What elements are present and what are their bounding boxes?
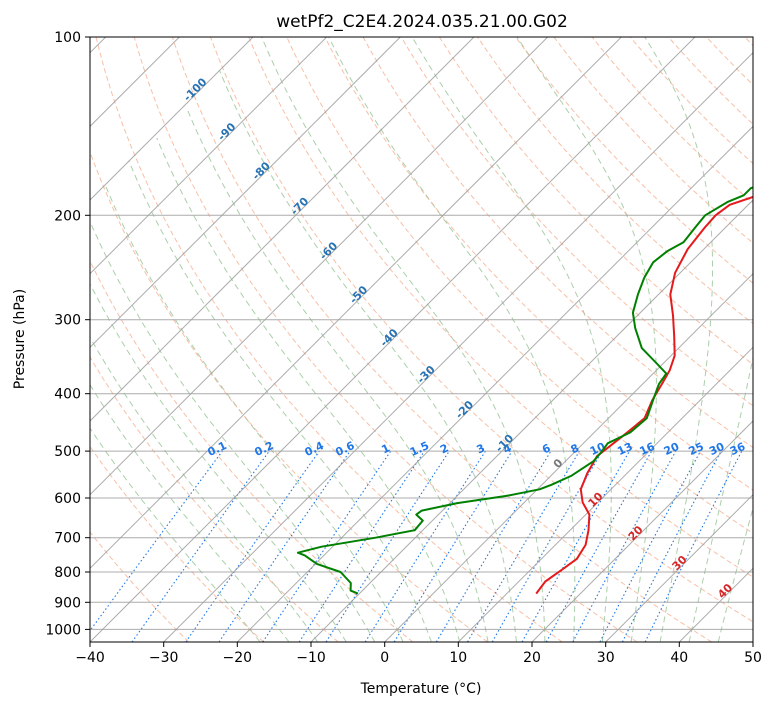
isotherm-gridline [457, 346, 753, 642]
moist-adiabat-line [104, 185, 404, 642]
isotherm-gridline [163, 51, 753, 642]
dewpoint-line [296, 186, 753, 595]
mixing-ratio-line [298, 450, 425, 642]
x-tick-label: 30 [597, 650, 615, 666]
isotherm-gridline [236, 125, 753, 642]
dry-adiabat-line [324, 37, 753, 491]
dry-adiabat-line [90, 259, 414, 642]
moist-adiabat-line [128, 160, 432, 642]
moist-adiabat-line [717, 506, 753, 642]
y-tick-label: 900 [54, 595, 81, 611]
moist-adiabat-line [90, 336, 319, 642]
dry-adiabat-line [362, 37, 753, 449]
y-tick-label: 400 [54, 387, 81, 403]
isotherm-gridline [310, 199, 753, 642]
y-tick-label: 500 [54, 444, 81, 460]
y-tick-label: 1000 [45, 622, 81, 638]
moist-adiabat-line [688, 355, 753, 642]
isotherm-gridline [90, 37, 623, 570]
mixing-ratio-line [545, 450, 653, 642]
temperature-line [535, 195, 753, 595]
mixing-ratio-label: 25 [687, 440, 706, 458]
mixing-ratio-label: 13 [615, 440, 634, 458]
moist-adiabat-line [411, 37, 612, 642]
y-tick-label: 100 [54, 30, 81, 46]
plot-frame [89, 36, 754, 643]
moist-adiabat-line [90, 282, 347, 642]
moist-adiabat-line [516, 37, 657, 642]
x-axis-label: Temperature (°C) [360, 681, 482, 697]
mixing-ratio-label: 10 [588, 440, 608, 458]
x-tick-label: −40 [75, 650, 105, 666]
mixing-ratio-line [644, 450, 743, 642]
moist-adiabat-line [186, 108, 489, 642]
x-tick-label: 50 [744, 650, 762, 666]
mixing-ratio-line [262, 450, 392, 642]
isotherm-gridline [90, 37, 696, 642]
dry-adiabat-line [515, 37, 753, 284]
mixing-ratio-line [185, 450, 320, 642]
mixing-ratio-label: 20 [662, 440, 682, 458]
mixing-ratio-line [393, 450, 513, 642]
y-tick-label: 300 [54, 313, 81, 329]
x-tick-label: 40 [670, 650, 688, 666]
mixing-ratio-line [572, 450, 677, 642]
mixing-ratio-label: 30 [707, 440, 727, 458]
mixing-ratio-line [131, 450, 270, 642]
x-tick-label: −10 [296, 650, 326, 666]
isotherm-gridline [752, 641, 753, 642]
isotherm-gridline [605, 493, 753, 642]
y-tick-label: 800 [54, 565, 81, 581]
mixing-ratio-lines [90, 450, 743, 642]
moist-adiabat-line [644, 37, 713, 642]
mixing-ratio-line [325, 450, 450, 642]
moist-adiabat-line [90, 427, 261, 642]
profile-series [296, 186, 753, 595]
dry-adiabat-line [477, 37, 753, 325]
mixing-ratio-line [521, 450, 630, 642]
dry-adiabat-line [768, 0, 775, 642]
y-tick-label: 600 [54, 491, 81, 507]
dry-adiabat-line [90, 356, 339, 642]
x-tick-label: −20 [223, 650, 253, 666]
moist-adiabat-line [261, 37, 546, 642]
x-tick-label: −30 [149, 650, 179, 666]
axes: −40 −30 −20 −10 0 10 20 30 40 50 100 200 300 400 500 60… [45, 30, 762, 666]
mixing-ratio-line [218, 450, 351, 642]
isotherm-gridline [531, 420, 753, 642]
moist-adiabat-line [90, 383, 290, 642]
dry-adiabat-line [90, 150, 488, 642]
mixing-ratio-label: 16 [638, 440, 658, 458]
chart-title: wetPf2_C2E4.2024.035.21.00.G02 [276, 12, 568, 32]
moist-adiabat-line [219, 70, 517, 642]
mixing-ratio-line [90, 450, 223, 632]
plot-background [90, 37, 753, 642]
y-tick-label: 200 [54, 208, 81, 224]
mixing-ratio-label: 36 [728, 440, 748, 458]
plot-area: 0.1 0.2 0.4 0.6 1 1.5 2 3 4 6 8 10 13 16 20 25 30 36-100-… [89, 0, 775, 643]
isotherm-gridline [90, 37, 475, 422]
isotherm-gridline [90, 37, 402, 349]
x-tick-label: 20 [523, 650, 541, 666]
y-axis-label: Pressure (hPa) [12, 289, 28, 389]
isotherm-gridline [90, 37, 549, 496]
pressure-gridlines [90, 37, 753, 630]
dry-adiabat-line [248, 37, 753, 578]
x-tick-label: 10 [449, 650, 467, 666]
y-tick-label: 700 [54, 531, 81, 547]
x-tick-label: 0 [380, 650, 389, 666]
